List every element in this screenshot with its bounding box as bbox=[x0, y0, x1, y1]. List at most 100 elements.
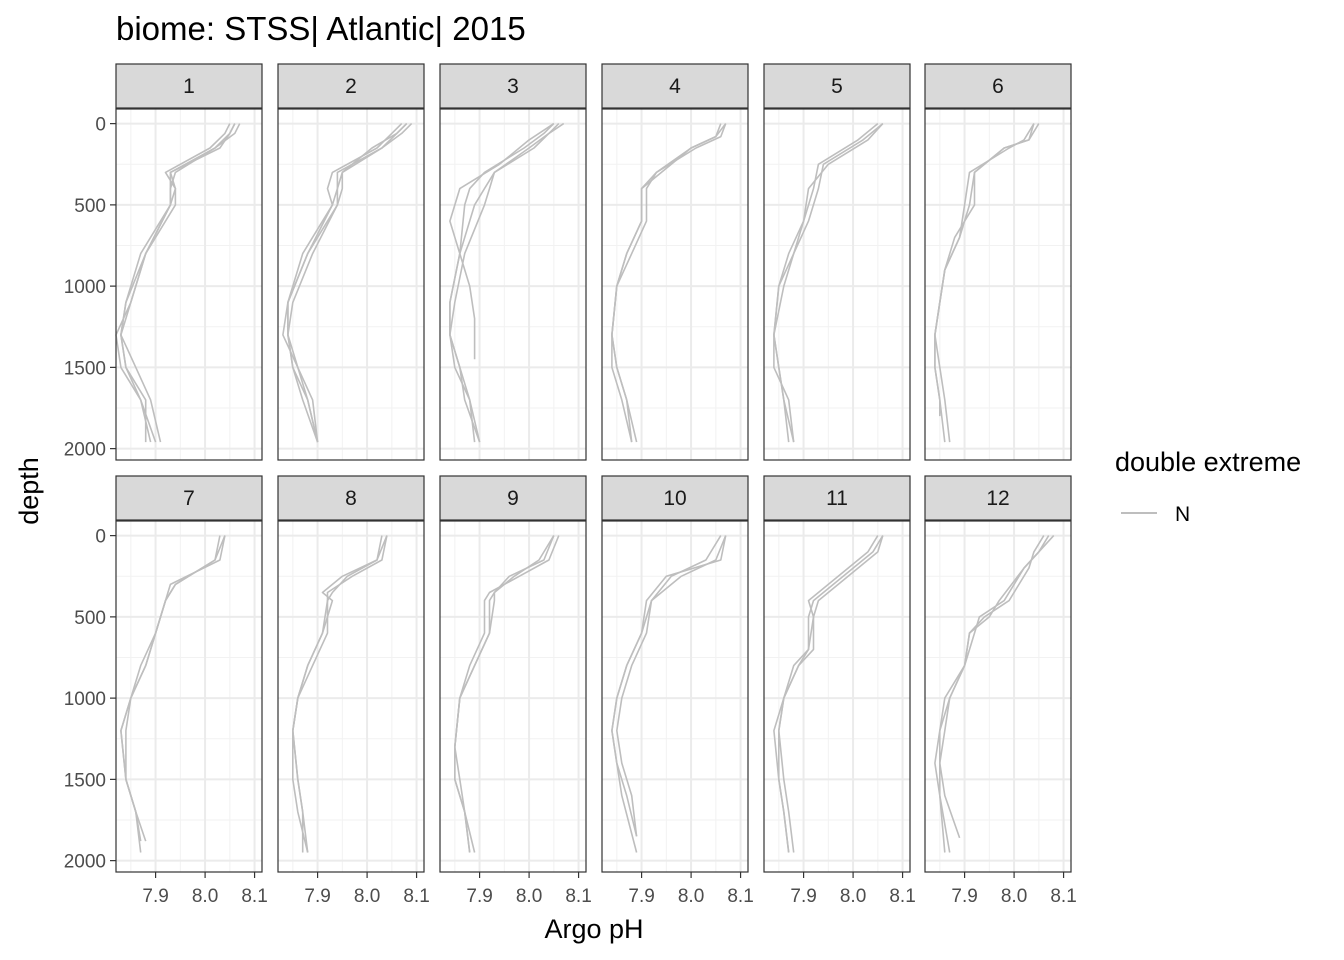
facet-panel-7: 7 0 500 1000 1500 2000 7.9 8.0 8.1 bbox=[64, 475, 268, 907]
facet-strip-label: 8 bbox=[345, 487, 357, 510]
y-tick-label: 500 bbox=[74, 608, 106, 629]
x-tick-label: 8.1 bbox=[403, 886, 429, 907]
facet-strip-label: 1 bbox=[183, 75, 195, 98]
x-tick-label: 8.1 bbox=[241, 886, 267, 907]
facet-panel-12: 12 7.9 8.0 8.1 bbox=[924, 475, 1077, 907]
facet-strip-label: 4 bbox=[669, 75, 681, 98]
profile-line bbox=[449, 123, 560, 443]
profile-line bbox=[120, 123, 241, 443]
profile-line bbox=[934, 123, 1040, 417]
facet-strip-label: 11 bbox=[826, 487, 848, 510]
y-tick-label: 1000 bbox=[64, 277, 106, 298]
x-tick-label: 7.9 bbox=[142, 886, 168, 907]
profile-line bbox=[938, 535, 1055, 839]
x-tick-label: 7.9 bbox=[951, 886, 977, 907]
profile-line bbox=[120, 123, 231, 443]
x-tick-label: 8.1 bbox=[1050, 886, 1076, 907]
facet-panel-6: 6 bbox=[924, 63, 1072, 461]
panel-border bbox=[277, 108, 425, 461]
facet-panel-1: 1 0 500 1000 1500 2000 bbox=[64, 63, 263, 461]
x-tick-label: 8.0 bbox=[678, 886, 704, 907]
y-axis-title: depth bbox=[14, 457, 44, 525]
facet-strip bbox=[763, 63, 911, 109]
facet-panel-2: 2 bbox=[277, 63, 425, 461]
facet-strip bbox=[924, 475, 1072, 521]
panel-background bbox=[116, 521, 262, 872]
panel-border bbox=[763, 520, 911, 873]
x-axis-title: Argo pH bbox=[544, 914, 643, 944]
panel-background bbox=[925, 521, 1071, 872]
x-tick-label: 8.1 bbox=[727, 886, 753, 907]
x-tick-label: 8.0 bbox=[1001, 886, 1027, 907]
x-tick-label: 7.9 bbox=[304, 886, 330, 907]
profile-line bbox=[773, 123, 884, 443]
legend-label: N bbox=[1175, 503, 1190, 526]
profile-line bbox=[291, 535, 388, 853]
legend: double extreme N bbox=[1115, 447, 1301, 526]
facet-panel-5: 5 bbox=[763, 63, 911, 461]
x-tick-label: 8.0 bbox=[192, 886, 218, 907]
facet-strip-label: 9 bbox=[507, 487, 519, 510]
facet-panel-11: 11 7.9 8.0 8.1 bbox=[763, 475, 916, 907]
profile-line bbox=[120, 535, 226, 842]
profile-line bbox=[611, 535, 727, 853]
x-tick-label: 8.1 bbox=[889, 886, 915, 907]
x-tick-label: 8.1 bbox=[565, 886, 591, 907]
panel-border bbox=[601, 520, 749, 873]
facet-panel-10: 10 7.9 8.0 8.1 bbox=[601, 475, 754, 907]
y-tick-label: 1500 bbox=[64, 770, 106, 791]
facet-strip bbox=[601, 475, 749, 521]
facet-strip bbox=[277, 63, 425, 109]
y-tick-label: 0 bbox=[95, 115, 106, 136]
panel-border bbox=[601, 108, 749, 461]
x-tick-label: 7.9 bbox=[790, 886, 816, 907]
panel-border bbox=[924, 108, 1072, 461]
facet-strip bbox=[115, 63, 263, 109]
y-tick-label: 0 bbox=[95, 527, 106, 548]
panel-border bbox=[763, 108, 911, 461]
profile-line bbox=[611, 123, 722, 443]
profile-line bbox=[611, 123, 727, 443]
facet-panel-4: 4 bbox=[601, 63, 749, 461]
panel-border bbox=[277, 520, 425, 873]
facet-strip bbox=[601, 63, 749, 109]
profile-line bbox=[934, 123, 1035, 443]
y-tick-label: 2000 bbox=[64, 440, 106, 461]
profile-line bbox=[773, 535, 884, 853]
panel-border bbox=[439, 108, 587, 461]
facet-strip-label: 6 bbox=[992, 75, 1004, 98]
x-tick-label: 8.0 bbox=[840, 886, 866, 907]
profile-line bbox=[449, 122, 565, 443]
facet-strip bbox=[439, 475, 587, 521]
profile-line bbox=[115, 123, 236, 443]
panel-background bbox=[440, 109, 586, 460]
x-tick-label: 7.9 bbox=[466, 886, 492, 907]
facet-panel-8: 8 7.9 8.0 8.1 bbox=[277, 475, 430, 907]
facet-strip-label: 5 bbox=[831, 75, 843, 98]
facet-strip-label: 3 bbox=[507, 75, 519, 98]
y-tick-label: 500 bbox=[74, 196, 106, 217]
panel-background bbox=[925, 109, 1071, 460]
facet-strip-label: 7 bbox=[183, 487, 195, 510]
facet-strip bbox=[924, 63, 1072, 109]
y-tick-label: 1500 bbox=[64, 358, 106, 379]
facet-strip bbox=[439, 63, 587, 109]
y-tick-label: 2000 bbox=[64, 852, 106, 873]
profile-line bbox=[449, 123, 555, 443]
facet-strip bbox=[277, 475, 425, 521]
panel-background bbox=[764, 521, 910, 872]
legend-title: double extreme bbox=[1115, 447, 1301, 477]
facet-panel-3: 3 bbox=[439, 63, 587, 461]
panel-border bbox=[439, 520, 587, 873]
panel-background bbox=[440, 521, 586, 872]
y-tick-label: 1000 bbox=[64, 689, 106, 710]
x-tick-label: 8.0 bbox=[516, 886, 542, 907]
profile-line bbox=[777, 535, 879, 853]
facet-strip-label: 2 bbox=[345, 75, 357, 98]
facet-strip-label: 12 bbox=[986, 487, 1009, 510]
facet-strip bbox=[763, 475, 911, 521]
x-tick-label: 7.9 bbox=[628, 886, 654, 907]
chart-title: biome: STSS| Atlantic| 2015 bbox=[116, 10, 526, 47]
